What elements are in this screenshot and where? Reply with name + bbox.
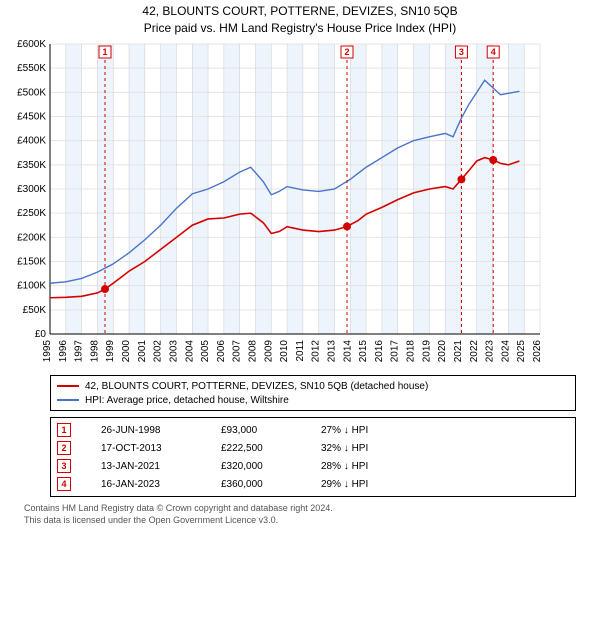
event-number-box: 2: [57, 441, 71, 455]
page-title: 42, BLOUNTS COURT, POTTERNE, DEVIZES, SN…: [0, 4, 600, 18]
event-row: 4 16-JAN-2023 £360,000 29% ↓ HPI: [57, 475, 569, 493]
event-marker-box: 4: [491, 47, 496, 57]
legend-label: 42, BLOUNTS COURT, POTTERNE, DEVIZES, SN…: [85, 381, 428, 392]
footer-line-1: Contains HM Land Registry data © Crown c…: [24, 503, 576, 515]
event-row: 3 13-JAN-2021 £320,000 28% ↓ HPI: [57, 457, 569, 475]
event-marker-box: 2: [344, 47, 349, 57]
y-axis-label: £200K: [17, 232, 46, 243]
event-date: 16-JAN-2023: [101, 479, 191, 490]
x-axis-label: 1995: [42, 340, 53, 363]
x-axis-label: 2017: [390, 340, 401, 363]
footer-line-2: This data is licensed under the Open Gov…: [24, 515, 576, 527]
events-table: 1 26-JUN-1998 £93,000 27% ↓ HPI 2 17-OCT-2013…: [50, 417, 576, 497]
event-marker-box: 3: [459, 47, 464, 57]
event-price: £360,000: [221, 479, 291, 490]
price-chart: £0 £50K £100K £150K £200K £250K £300K £350K £400…: [0, 39, 600, 369]
x-axis-label: 2005: [200, 340, 211, 363]
x-axis-label: 1996: [58, 340, 69, 363]
event-marker-box: 1: [102, 47, 107, 57]
x-axis-label: 2019: [421, 340, 432, 363]
x-axis-label: 2011: [295, 340, 306, 362]
x-axis-label: 2008: [247, 340, 258, 363]
x-axis-label: 2021: [453, 340, 464, 363]
y-axis-label: £350K: [17, 160, 46, 171]
x-axis-label: 2009: [263, 340, 274, 363]
y-axis-label: £500K: [17, 87, 46, 98]
event-price: £93,000: [221, 425, 291, 436]
x-axis-label: 2013: [327, 340, 338, 363]
x-axis-label: 1998: [89, 340, 100, 363]
x-axis-label: 2002: [153, 340, 164, 363]
event-pct: 32% ↓ HPI: [321, 443, 401, 454]
x-axis-label: 2004: [184, 340, 195, 363]
y-axis-label: £0: [35, 329, 47, 340]
x-axis-label: 1999: [105, 340, 116, 363]
x-axis-label: 2014: [342, 340, 353, 363]
x-axis-label: 2000: [121, 340, 132, 363]
x-axis-label: 2001: [137, 340, 148, 363]
legend-item: 42, BLOUNTS COURT, POTTERNE, DEVIZES, SN…: [57, 379, 569, 393]
x-axis-label: 1997: [74, 340, 85, 363]
x-axis-label: 2010: [279, 340, 290, 363]
legend: 42, BLOUNTS COURT, POTTERNE, DEVIZES, SN…: [50, 375, 576, 411]
legend-swatch: [57, 385, 79, 387]
x-axis-label: 2015: [358, 340, 369, 363]
y-axis-label: £400K: [17, 136, 46, 147]
event-date: 17-OCT-2013: [101, 443, 191, 454]
event-pct: 29% ↓ HPI: [321, 479, 401, 490]
y-axis-label: £550K: [17, 63, 46, 74]
y-axis-label: £50K: [23, 305, 47, 316]
x-axis-label: 2016: [374, 340, 385, 363]
event-pct: 28% ↓ HPI: [321, 461, 401, 472]
legend-item: HPI: Average price, detached house, Wilt…: [57, 393, 569, 407]
page-subtitle: Price paid vs. HM Land Registry's House …: [0, 21, 600, 35]
y-axis-label: £250K: [17, 208, 46, 219]
event-date: 13-JAN-2021: [101, 461, 191, 472]
y-axis-label: £300K: [17, 184, 46, 195]
x-axis-label: 2012: [311, 340, 322, 363]
x-axis-label: 2022: [469, 340, 480, 363]
event-row: 2 17-OCT-2013 £222,500 32% ↓ HPI: [57, 439, 569, 457]
event-number-box: 1: [57, 423, 71, 437]
x-axis-label: 2018: [406, 340, 417, 363]
footer-attribution: Contains HM Land Registry data © Crown c…: [24, 503, 576, 526]
event-number-box: 4: [57, 477, 71, 491]
legend-swatch: [57, 399, 79, 401]
event-date: 26-JUN-1998: [101, 425, 191, 436]
event-price: £320,000: [221, 461, 291, 472]
x-axis-label: 2024: [500, 340, 511, 363]
legend-label: HPI: Average price, detached house, Wilt…: [85, 395, 289, 406]
x-axis-label: 2025: [516, 340, 527, 363]
y-axis-label: £150K: [17, 257, 46, 268]
x-axis-label: 2020: [437, 340, 448, 363]
x-axis-label: 2006: [216, 340, 227, 363]
x-axis-label: 2026: [532, 340, 543, 363]
y-axis-label: £600K: [17, 39, 46, 50]
y-axis-label: £450K: [17, 112, 46, 123]
x-axis-label: 2023: [485, 340, 496, 363]
y-axis-label: £100K: [17, 281, 46, 292]
event-price: £222,500: [221, 443, 291, 454]
event-pct: 27% ↓ HPI: [321, 425, 401, 436]
x-axis-label: 2007: [232, 340, 243, 363]
event-row: 1 26-JUN-1998 £93,000 27% ↓ HPI: [57, 421, 569, 439]
x-axis-label: 2003: [168, 340, 179, 363]
event-number-box: 3: [57, 459, 71, 473]
